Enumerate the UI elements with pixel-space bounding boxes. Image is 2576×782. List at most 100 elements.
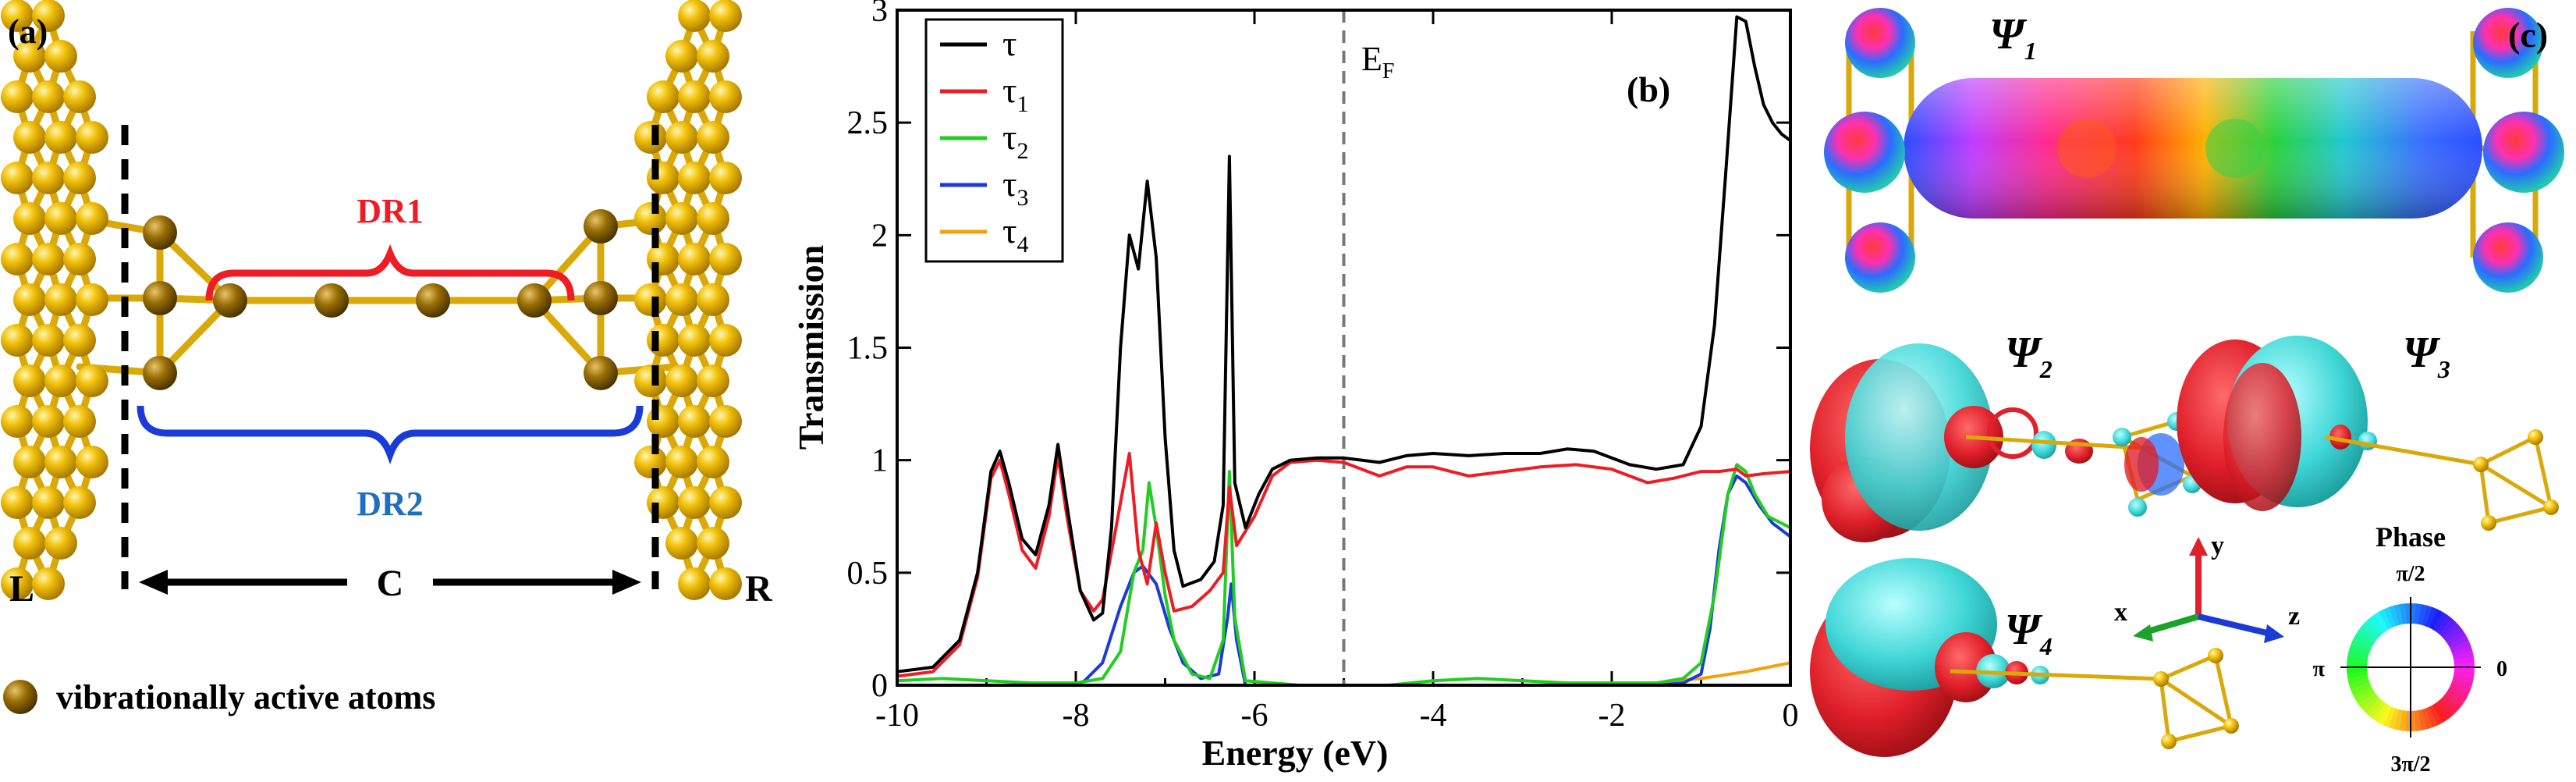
phase-wheel-segment bbox=[2425, 606, 2438, 628]
atom-layer bbox=[1, 0, 742, 600]
phase-wheel-segment bbox=[2429, 609, 2443, 630]
gold-atom bbox=[678, 324, 711, 357]
gold-atom bbox=[697, 364, 729, 397]
transmission-chart: -10 -8 -6 -4 -2 0 0 0.5 1 1.5 2 2.5 3 EF (b) Energy … bbox=[791, 0, 1799, 773]
gold-atom bbox=[709, 405, 742, 438]
gold-atom bbox=[32, 405, 65, 438]
phase-wheel-segment bbox=[2418, 709, 2429, 730]
phase-wheel-segment bbox=[2393, 604, 2404, 626]
right-lead-label: R bbox=[745, 568, 773, 610]
chart-legend bbox=[924, 18, 1064, 263]
phase-wheel-segment bbox=[2438, 698, 2457, 716]
gold-atom bbox=[647, 324, 679, 357]
phase-wheel-segment bbox=[2361, 622, 2380, 640]
gold-atom bbox=[76, 202, 108, 235]
active-atom bbox=[517, 283, 552, 318]
gold-atom bbox=[665, 527, 698, 560]
psi3-label: Ψ3 bbox=[2403, 329, 2450, 383]
phase-wheel-segment bbox=[2446, 630, 2467, 645]
phase-wheel-segment bbox=[2454, 666, 2475, 674]
gold-atom bbox=[634, 364, 667, 397]
x-tick-label: -2 bbox=[1598, 698, 1626, 734]
gold-atom bbox=[709, 243, 742, 275]
phase-wheel-segment bbox=[2347, 670, 2368, 680]
gold-atom bbox=[76, 121, 108, 154]
phase-wheel-segment bbox=[2358, 626, 2378, 643]
phase-wheel-segment bbox=[2450, 639, 2471, 652]
phase-wheel-segment bbox=[2452, 649, 2474, 660]
gold-atom bbox=[13, 40, 46, 73]
phase-wheel-segment bbox=[2438, 617, 2456, 637]
phase-wheel-segment bbox=[2422, 708, 2433, 730]
phase-top-label: π/2 bbox=[2396, 562, 2425, 586]
phase-wheel-segment bbox=[2448, 685, 2469, 699]
phase-wheel-segment bbox=[2398, 603, 2407, 624]
gold-atom bbox=[709, 486, 742, 519]
x-tick-label: -8 bbox=[1063, 698, 1090, 734]
gold-atom bbox=[13, 527, 46, 560]
phase-title: Phase bbox=[2376, 521, 2446, 553]
gold-atom bbox=[44, 364, 77, 397]
gold-atom bbox=[32, 324, 65, 357]
active-atom bbox=[143, 356, 177, 390]
phase-wheel-segment bbox=[2352, 635, 2373, 649]
gold-atom bbox=[678, 567, 711, 600]
gold-atom bbox=[634, 202, 667, 235]
x-tick-label: 0 bbox=[1783, 698, 1799, 734]
phase-wheel-segment bbox=[2435, 614, 2452, 634]
gold-atom bbox=[665, 446, 698, 478]
phase-wheel-segment bbox=[2348, 678, 2370, 690]
phase-wheel-segment bbox=[2373, 611, 2389, 632]
phase-wheel-segment bbox=[2404, 710, 2411, 731]
gold-atom bbox=[13, 202, 46, 235]
gold-atom bbox=[1, 405, 34, 438]
active-atom bbox=[416, 283, 450, 318]
active-atom bbox=[584, 356, 618, 390]
axis-z-label: z bbox=[2288, 602, 2300, 631]
phase-wheel-segment bbox=[2421, 605, 2433, 627]
psi1-corner-blob bbox=[1824, 112, 1905, 193]
gold-atom bbox=[32, 0, 65, 32]
center-label: C bbox=[377, 563, 404, 604]
gold-atom bbox=[44, 202, 77, 235]
gold-atom bbox=[665, 202, 698, 235]
legend-label-τ2: τ2 bbox=[1002, 117, 1029, 164]
gold-atom bbox=[665, 121, 698, 154]
gold-atom bbox=[697, 202, 729, 235]
legend-label-τ1: τ1 bbox=[1002, 70, 1029, 117]
phase-wheel-segment bbox=[2446, 688, 2467, 705]
phase-wheel-segment bbox=[2436, 700, 2453, 720]
axis-y-label: y bbox=[2211, 531, 2224, 560]
legend-label-τ3: τ3 bbox=[1002, 164, 1029, 211]
psi4-orbital bbox=[1810, 558, 2239, 757]
legend-label-τ4: τ4 bbox=[1002, 211, 1029, 258]
gold-atom bbox=[1, 80, 34, 113]
gold-atom bbox=[63, 405, 96, 438]
gold-atom bbox=[678, 80, 711, 113]
wavefunction-panel: Ψ1 (c) Ψ2 bbox=[1810, 8, 2564, 777]
active-atom bbox=[584, 209, 618, 243]
gold-atom bbox=[76, 364, 108, 397]
psi1-corner-blob bbox=[2473, 222, 2543, 293]
gold-atom bbox=[32, 243, 65, 275]
psi3-orbital bbox=[2177, 336, 2559, 531]
phase-wheel-segment bbox=[2441, 695, 2461, 713]
y-tick-label: 3 bbox=[871, 0, 888, 29]
gold-atom bbox=[63, 162, 96, 194]
psi2-label: Ψ2 bbox=[2005, 329, 2053, 383]
gold-atom bbox=[709, 0, 742, 32]
phase-wheel-segment bbox=[2429, 705, 2443, 726]
gold-atom bbox=[76, 446, 108, 478]
legend-active-atoms-text: vibrationally active atoms bbox=[56, 678, 435, 716]
panel-c: Ψ1 (c) Ψ2 bbox=[1810, 0, 2576, 778]
gold-atom bbox=[697, 121, 729, 154]
gold-atom bbox=[32, 567, 65, 600]
active-atom bbox=[314, 283, 349, 318]
phase-wheel-segment bbox=[2414, 603, 2422, 624]
plot-frame bbox=[896, 9, 1792, 687]
phase-wheel-segment bbox=[2450, 681, 2471, 695]
gold-atom bbox=[63, 324, 96, 357]
axis-triad bbox=[2133, 537, 2284, 643]
phase-wheel-segment bbox=[2383, 706, 2397, 728]
phase-wheel-segment bbox=[2383, 606, 2396, 628]
